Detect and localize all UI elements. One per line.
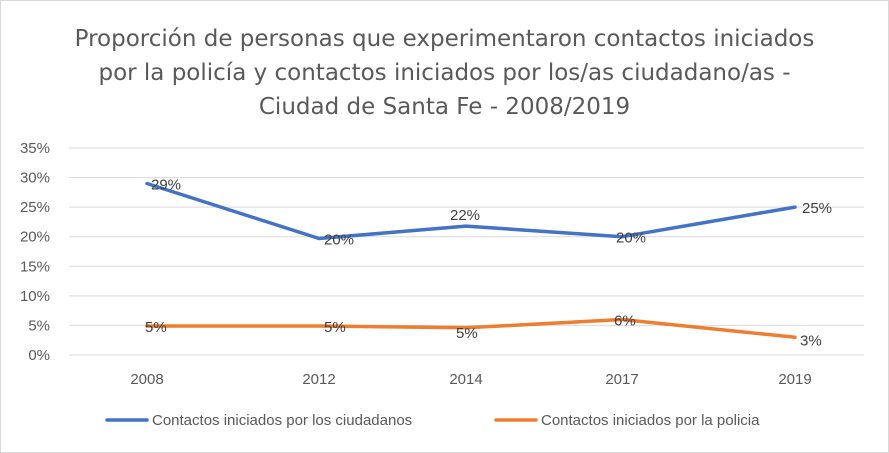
y-tick-label: 25% <box>20 199 50 216</box>
x-axis-ticks: 2008 2012 2014 2017 2019 <box>130 371 811 388</box>
data-label: 3% <box>800 332 822 349</box>
legend: Contactos iniciados por los ciudadanos Co… <box>105 412 760 429</box>
y-axis-ticks: 0% 5% 10% 15% 20% 25% 30% 35% <box>20 140 50 364</box>
data-labels: 29% 20% 22% 20% 25% 5% 5% 5% 6% 3% <box>145 176 832 349</box>
x-tick-label: 2012 <box>302 371 335 388</box>
y-tick-label: 20% <box>20 229 50 246</box>
series-lines <box>145 181 797 340</box>
x-tick-label: 2019 <box>778 371 811 388</box>
y-tick-label: 15% <box>20 258 50 275</box>
data-label: 20% <box>616 230 646 247</box>
data-label: 20% <box>324 231 354 248</box>
data-label: 22% <box>450 207 480 224</box>
x-tick-label: 2014 <box>449 371 482 388</box>
legend-label: Contactos iniciados por la policia <box>541 412 760 429</box>
gridlines <box>69 147 864 356</box>
y-tick-label: 0% <box>28 347 50 364</box>
data-label: 6% <box>614 313 636 330</box>
chart-title: Proporción de personas que experimentaro… <box>74 26 815 120</box>
y-tick-label: 10% <box>20 288 50 305</box>
series-line <box>145 181 797 241</box>
data-label: 5% <box>145 319 167 336</box>
y-tick-label: 35% <box>20 140 50 157</box>
data-label: 29% <box>151 176 181 193</box>
y-tick-label: 30% <box>20 170 50 187</box>
legend-label: Contactos iniciados por los ciudadanos <box>152 412 412 429</box>
data-label: 25% <box>802 200 832 217</box>
series-line <box>145 317 797 340</box>
x-tick-label: 2008 <box>130 371 163 388</box>
data-label: 5% <box>324 319 346 336</box>
data-label: 5% <box>456 325 478 342</box>
y-tick-label: 5% <box>28 317 50 334</box>
x-tick-label: 2017 <box>605 371 638 388</box>
